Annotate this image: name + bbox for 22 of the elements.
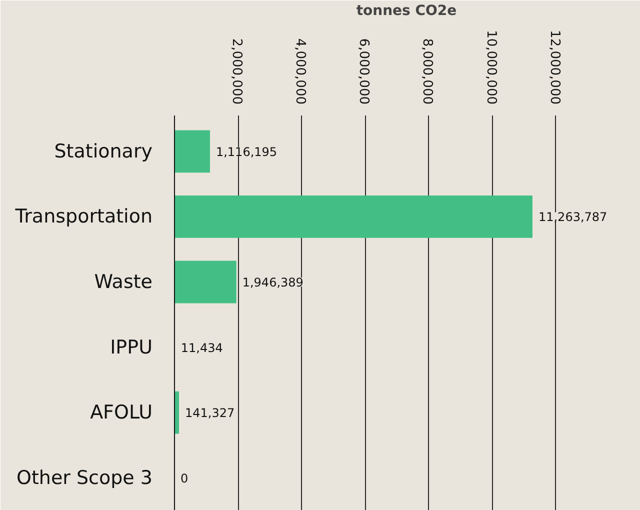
data-label: 1,116,195 [216, 144, 278, 159]
data-label: 11,263,787 [538, 210, 608, 224]
data-label: 1,946,389 [242, 275, 304, 290]
bar [174, 130, 210, 173]
bar [174, 260, 236, 304]
x-tick-label: 4,000,000 [292, 38, 308, 105]
x-tick-label: 6,000,000 [356, 38, 372, 105]
data-label: 141,327 [184, 406, 235, 420]
bar [174, 195, 532, 238]
y-tick-label: AFOLU [90, 402, 153, 424]
data-label: 11,434 [180, 340, 223, 355]
x-axis-title: tonnes CO2e [356, 3, 457, 20]
y-tick-label: Other Scope 3 [16, 466, 153, 489]
data-label: 0 [180, 471, 188, 486]
x-tick-label: 2,000,000 [229, 38, 244, 105]
y-tick-label: Waste [94, 270, 153, 293]
x-tick-label: 10,000,000 [483, 30, 498, 105]
y-tick-label: Stationary [54, 140, 153, 162]
y-tick-label: IPPU [110, 336, 153, 358]
y-tick-label: Transportation [14, 206, 153, 228]
x-tick-label: 8,000,000 [420, 38, 435, 105]
x-tick-label: 12,000,000 [546, 30, 562, 105]
